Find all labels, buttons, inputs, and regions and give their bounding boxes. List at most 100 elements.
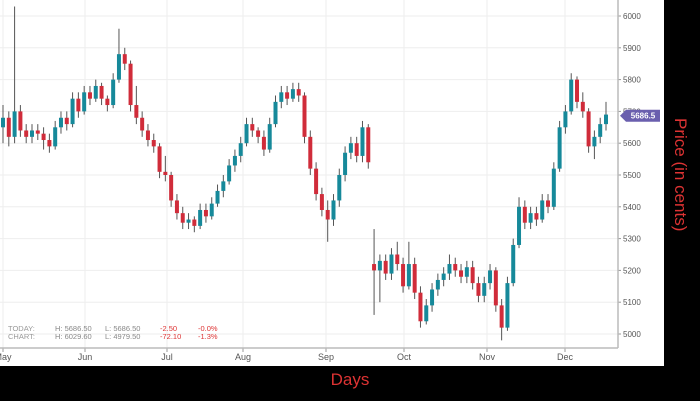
last-price-marker	[620, 109, 660, 122]
candle	[12, 6, 17, 144]
chart-label: CHART:	[8, 332, 35, 341]
candle	[314, 162, 319, 201]
stats-box: TODAY: H: 5686.50 L: 5686.50 -2.50 -0.0%…	[8, 324, 218, 341]
y-tick-label: 5300	[623, 235, 641, 244]
candle	[198, 203, 203, 230]
candle	[6, 111, 11, 147]
chart-plot-area: 5000510052005300540055005600570058005900…	[0, 0, 664, 366]
candle	[528, 206, 533, 230]
candle	[592, 130, 597, 160]
candle-body	[499, 305, 504, 328]
candle	[488, 264, 493, 290]
candle	[395, 241, 400, 271]
y-tick-label: 5900	[623, 44, 641, 53]
candle-body	[430, 289, 435, 306]
candle-body	[64, 117, 69, 125]
candle-body	[151, 140, 156, 147]
candle-body	[134, 105, 139, 118]
candle	[441, 267, 446, 287]
candle-body	[198, 209, 203, 226]
candle	[221, 175, 226, 198]
candle-body	[203, 209, 208, 217]
candle	[325, 200, 330, 242]
candle-body	[406, 264, 411, 287]
candle-body	[87, 92, 92, 99]
x-tick-label: Oct	[397, 352, 412, 362]
candle-body	[412, 264, 417, 293]
candle	[180, 206, 185, 230]
candle-body	[319, 194, 324, 210]
candle	[29, 124, 34, 144]
candle-body	[314, 168, 319, 195]
candle	[372, 229, 377, 315]
candle-body	[435, 279, 440, 290]
candle-body	[476, 283, 481, 296]
candle-body	[464, 267, 469, 277]
candle-body	[551, 168, 556, 207]
y-tick-label: 5100	[623, 298, 641, 307]
x-tick-label: Jul	[161, 352, 173, 362]
candle-body	[267, 124, 272, 150]
candle	[308, 130, 313, 175]
candle-body	[53, 127, 58, 147]
candle	[290, 82, 295, 102]
candle-body	[221, 181, 226, 191]
candle-body	[261, 136, 266, 150]
candle	[453, 257, 458, 277]
candle	[267, 117, 272, 153]
candle-body	[145, 130, 150, 141]
candle-body	[93, 85, 98, 99]
candle	[93, 79, 98, 102]
candle	[580, 92, 585, 118]
candle	[238, 136, 243, 163]
candle	[1, 105, 5, 144]
y-tick-label: 5400	[623, 203, 641, 212]
candle-body	[493, 270, 498, 306]
candle-body	[163, 171, 168, 175]
candle	[447, 254, 452, 280]
candle-body	[592, 136, 597, 147]
candle-body	[232, 155, 237, 166]
chart-low: L: 4979.50	[105, 332, 140, 341]
candle	[192, 216, 197, 233]
candle	[261, 130, 266, 156]
candle	[256, 127, 261, 144]
candle-body	[308, 136, 313, 169]
candle-body	[453, 264, 458, 271]
candle	[493, 267, 498, 312]
candle	[134, 85, 139, 125]
candle-body	[540, 200, 545, 220]
candle-body	[273, 101, 278, 125]
candle-body	[604, 114, 608, 125]
candle-body	[459, 270, 464, 277]
candle	[517, 197, 522, 249]
candle	[140, 111, 145, 137]
candle	[424, 299, 429, 325]
candle	[186, 213, 191, 230]
y-tick-label: 5800	[623, 76, 641, 85]
candle	[53, 120, 58, 150]
candle	[522, 200, 527, 230]
candle-body	[209, 203, 214, 217]
candle-body	[116, 54, 121, 80]
candle-body	[302, 95, 307, 137]
candle	[47, 133, 52, 153]
candle-body	[325, 209, 330, 220]
candle-body	[447, 264, 452, 274]
candle-body	[215, 190, 220, 204]
candle	[128, 60, 133, 112]
candle-body	[331, 200, 336, 220]
chart-change: -72.10	[160, 332, 181, 341]
candle-body	[140, 117, 145, 131]
candle-body	[505, 283, 510, 328]
candle	[337, 168, 342, 207]
candle	[111, 73, 116, 109]
candle	[604, 101, 608, 131]
candle	[401, 257, 406, 293]
candle	[366, 124, 371, 169]
candle	[534, 206, 539, 226]
candle-body	[105, 98, 110, 106]
candle	[35, 124, 40, 141]
candle-body	[12, 111, 17, 137]
candle-body	[528, 213, 533, 223]
